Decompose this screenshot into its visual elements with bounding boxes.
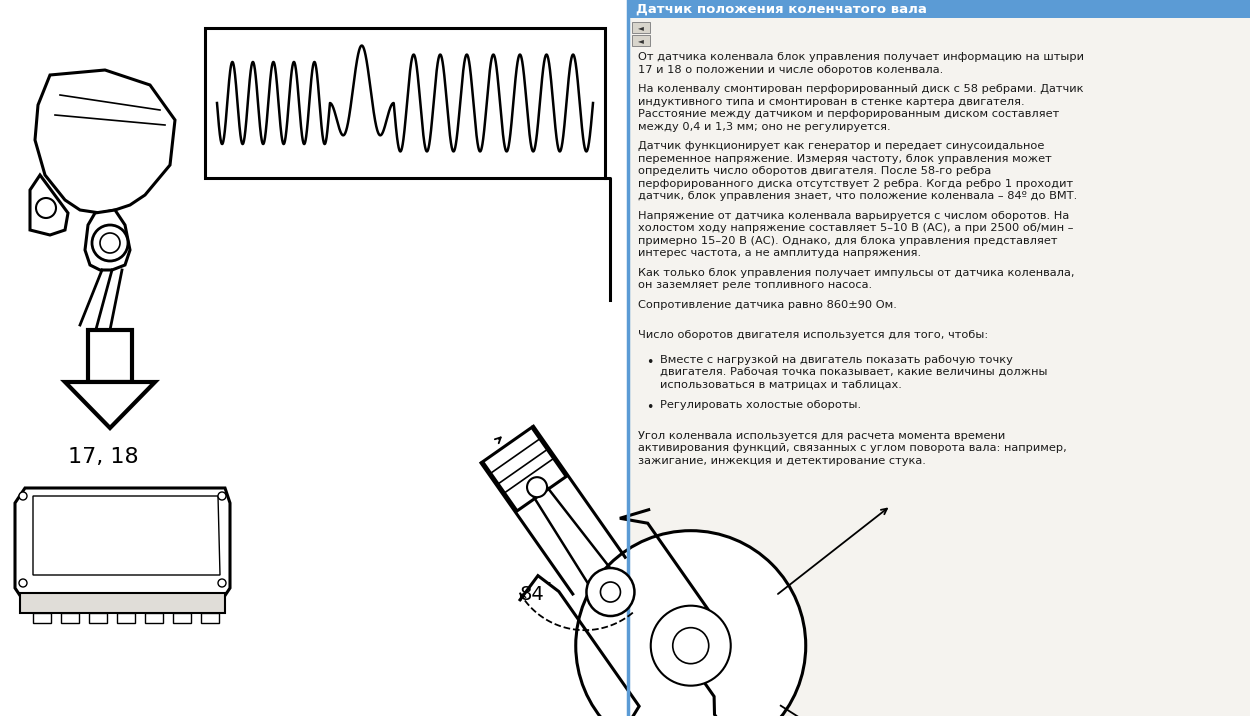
Bar <box>632 35 650 46</box>
Circle shape <box>217 492 226 500</box>
Text: Число оборотов двигателя используется для того, чтобы:: Число оборотов двигателя используется дл… <box>638 330 989 340</box>
Bar <box>20 593 225 613</box>
Bar <box>628 0 1250 716</box>
Text: холостом ходу напряжение составляет 5–10 В (АС), а при 2500 об/мин –: холостом ходу напряжение составляет 5–10… <box>638 223 1074 233</box>
Text: активирования функций, связанных с углом поворота вала: например,: активирования функций, связанных с углом… <box>638 443 1066 453</box>
Text: между 0,4 и 1,3 мм; оно не регулируется.: между 0,4 и 1,3 мм; оно не регулируется. <box>638 122 890 132</box>
Text: примерно 15–20 В (АС). Однако, для блока управления представляет: примерно 15–20 В (АС). Однако, для блока… <box>638 236 1058 246</box>
Circle shape <box>19 492 28 500</box>
Bar <box>89 613 107 623</box>
Circle shape <box>576 531 806 716</box>
Circle shape <box>19 579 28 587</box>
Bar <box>173 613 191 623</box>
Circle shape <box>92 225 128 261</box>
Polygon shape <box>65 382 155 428</box>
Polygon shape <box>35 70 175 213</box>
Text: ◄: ◄ <box>638 23 644 32</box>
Bar <box>632 22 650 33</box>
Text: переменное напряжение. Измеряя частоту, блок управления может: переменное напряжение. Измеряя частоту, … <box>638 153 1051 163</box>
Text: Вместе с нагрузкой на двигатель показать рабочую точку: Вместе с нагрузкой на двигатель показать… <box>660 354 1012 364</box>
Text: •: • <box>646 356 654 369</box>
Polygon shape <box>85 210 130 270</box>
Text: Расстояние между датчиком и перфорированным диском составляет: Расстояние между датчиком и перфорирован… <box>638 109 1059 119</box>
Text: определить число оборотов двигателя. После 58-го ребра: определить число оборотов двигателя. Пос… <box>638 166 991 176</box>
Text: ◄: ◄ <box>638 36 644 45</box>
Circle shape <box>651 606 731 686</box>
Text: Регулировать холостые обороты.: Регулировать холостые обороты. <box>660 400 861 410</box>
Text: Угол коленвала используется для расчета момента времени: Угол коленвала используется для расчета … <box>638 430 1005 440</box>
Text: он заземляет реле топливного насоса.: он заземляет реле топливного насоса. <box>638 280 872 290</box>
Bar <box>32 613 51 623</box>
Polygon shape <box>482 427 566 511</box>
Circle shape <box>217 579 226 587</box>
Text: Как только блок управления получает импульсы от датчика коленвала,: Как только блок управления получает импу… <box>638 268 1075 278</box>
Text: 17 и 18 о положении и числе оборотов коленвала.: 17 и 18 о положении и числе оборотов кол… <box>638 64 944 74</box>
Text: От датчика коленвала блок управления получает информацию на штыри: От датчика коленвала блок управления пол… <box>638 52 1084 62</box>
Text: •: • <box>646 401 654 414</box>
Bar <box>201 613 219 623</box>
Circle shape <box>100 233 120 253</box>
Bar <box>628 0 1250 18</box>
Text: датчик, блок управления знает, что положение коленвала – 84º до ВМТ.: датчик, блок управления знает, что полож… <box>638 191 1078 201</box>
Text: На коленвалу смонтирован перфорированный диск с 58 ребрами. Датчик: На коленвалу смонтирован перфорированный… <box>638 84 1084 94</box>
Bar <box>145 613 162 623</box>
Polygon shape <box>30 175 68 235</box>
Circle shape <box>36 198 56 218</box>
Text: двигателя. Рабочая точка показывает, какие величины должны: двигателя. Рабочая точка показывает, как… <box>660 367 1048 377</box>
Bar <box>0 0 628 716</box>
Text: использоваться в матрицах и таблицах.: использоваться в матрицах и таблицах. <box>660 379 902 390</box>
Text: интерес частота, а не амплитуда напряжения.: интерес частота, а не амплитуда напряжен… <box>638 248 921 258</box>
Text: Сопротивление датчика равно 860±90 Ом.: Сопротивление датчика равно 860±90 Ом. <box>638 299 898 309</box>
Bar <box>205 28 605 178</box>
Text: Датчик положения коленчатого вала: Датчик положения коленчатого вала <box>636 2 928 16</box>
Polygon shape <box>32 496 220 575</box>
Circle shape <box>528 477 548 497</box>
Text: Напряжение от датчика коленвала варьируется с числом оборотов. На: Напряжение от датчика коленвала варьируе… <box>638 211 1069 221</box>
Circle shape <box>586 568 635 616</box>
Bar <box>118 613 135 623</box>
Text: перфорированного диска отсутствует 2 ребра. Когда ребро 1 проходит: перфорированного диска отсутствует 2 реб… <box>638 178 1072 188</box>
Text: 17, 18: 17, 18 <box>68 447 139 467</box>
Bar <box>61 613 79 623</box>
Text: Датчик функционирует как генератор и передает синусоидальное: Датчик функционирует как генератор и пер… <box>638 141 1045 151</box>
Polygon shape <box>88 330 132 382</box>
Text: 84: 84 <box>520 585 545 604</box>
Circle shape <box>672 628 709 664</box>
Text: ¯: ¯ <box>545 583 551 597</box>
Text: индуктивного типа и смонтирован в стенке картера двигателя.: индуктивного типа и смонтирован в стенке… <box>638 97 1025 107</box>
Polygon shape <box>15 488 230 603</box>
Circle shape <box>600 582 620 602</box>
Text: зажигание, инжекция и детектирование стука.: зажигание, инжекция и детектирование сту… <box>638 455 926 465</box>
